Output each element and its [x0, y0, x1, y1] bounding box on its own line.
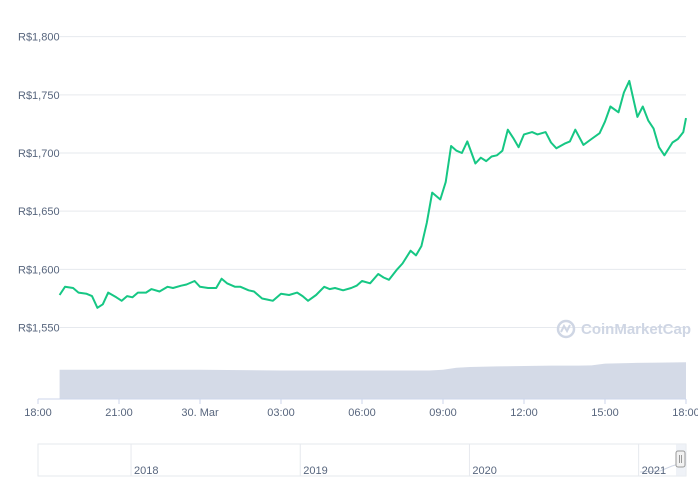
y-tick-label: R$1,650: [18, 206, 60, 218]
x-tick-label: 03:00: [267, 407, 295, 419]
y-axis-ticks: R$1,800 R$1,750 R$1,700 R$1,650 R$1,600 R$1,5…: [18, 32, 60, 335]
x-tick-label: 18:00: [24, 407, 52, 419]
x-axis-ticks: 18:00 21:00 30. Mar 03:00 06:00 09:00 12:00 15:…: [24, 399, 698, 419]
range-navigator[interactable]: 2018 2019 2020 2021: [37, 443, 687, 477]
price-line-group: [58, 79, 687, 309]
navigator-year-label: 2020: [472, 465, 496, 477]
y-tick-label: R$1,600: [18, 264, 60, 276]
y-tick-label: R$1,800: [18, 32, 60, 44]
volume-area-group: [59, 362, 687, 399]
watermark-text: CoinMarketCap: [581, 321, 691, 338]
x-tick-label: 30. Mar: [181, 407, 219, 419]
x-tick-label: 18:00: [672, 407, 698, 419]
coinmarketcap-watermark: CoinMarketCap: [556, 319, 691, 339]
y-tick-label: R$1,550: [18, 323, 60, 335]
navigator-year-label: 2021: [642, 465, 666, 477]
grid-lines: [60, 36, 686, 329]
x-tick-label: 06:00: [348, 407, 376, 419]
x-tick-label: 12:00: [510, 407, 538, 419]
price-line: [58, 79, 687, 309]
navigator-year-ticks: 2018 2019 2020 2021: [130, 444, 666, 477]
x-tick-label: 09:00: [429, 407, 457, 419]
volume-area: [59, 362, 687, 399]
navigator-handle[interactable]: [675, 450, 686, 468]
navigator-track[interactable]: [37, 443, 687, 477]
x-tick-label: 21:00: [105, 407, 133, 419]
y-tick-label: R$1,700: [18, 148, 60, 160]
coinmarketcap-logo-icon: [556, 319, 576, 339]
x-tick-label: 15:00: [591, 407, 619, 419]
y-tick-label: R$1,750: [18, 90, 60, 102]
navigator-year-label: 2018: [134, 465, 158, 477]
navigator-year-label: 2019: [303, 465, 327, 477]
